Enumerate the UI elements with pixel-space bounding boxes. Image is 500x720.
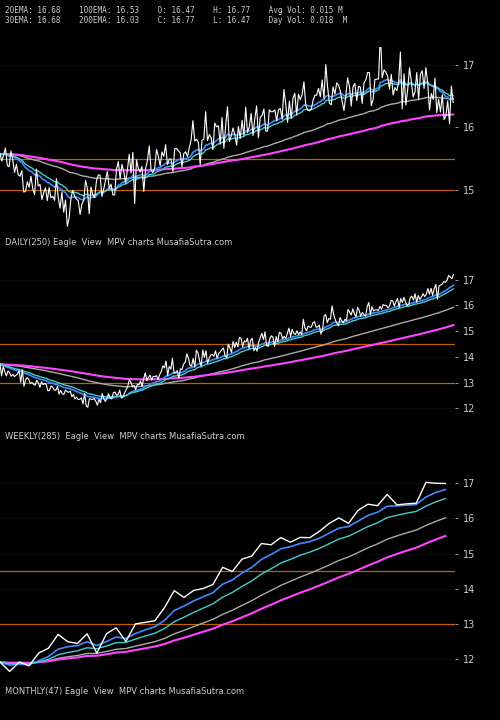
Text: MONTHLY(47) Eagle  View  MPV charts MusafiaSutra.com: MONTHLY(47) Eagle View MPV charts Musafi… — [5, 687, 244, 696]
Text: DAILY(250) Eagle  View  MPV charts MusafiaSutra.com: DAILY(250) Eagle View MPV charts Musafia… — [5, 238, 232, 246]
Text: 20EMA: 16.68    100EMA: 16.53    O: 16.47    H: 16.77    Avg Vol: 0.015 M
30EMA:: 20EMA: 16.68 100EMA: 16.53 O: 16.47 H: 1… — [5, 6, 347, 25]
Text: WEEKLY(285)  Eagle  View  MPV charts MusafiaSutra.com: WEEKLY(285) Eagle View MPV charts Musafi… — [5, 431, 244, 441]
